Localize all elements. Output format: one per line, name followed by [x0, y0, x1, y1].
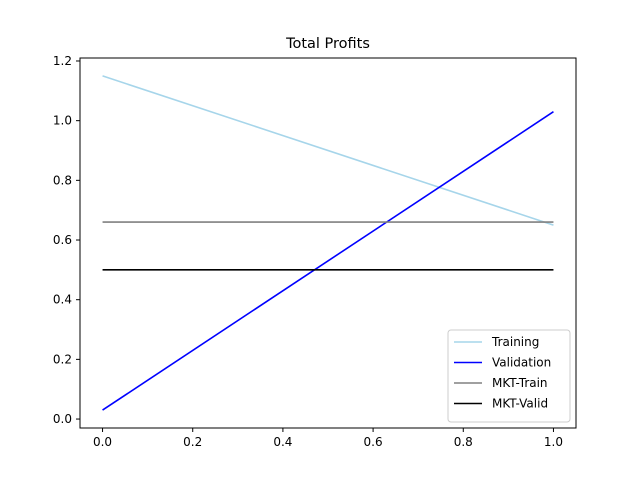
series-line-validation — [102, 111, 554, 411]
y-tick-label: 0.8 — [53, 173, 72, 187]
x-tick-label: 0.2 — [183, 435, 202, 449]
y-axis: 0.0 0.2 0.4 0.6 0.8 1.0 1.2 — [53, 54, 80, 426]
y-tick-label: 0.0 — [53, 412, 72, 426]
legend-label-mkt-valid: MKT-Valid — [492, 397, 548, 411]
series-layer — [102, 75, 554, 411]
x-tick-label: 0.0 — [93, 435, 112, 449]
legend-box — [447, 329, 571, 423]
x-tick-label: 0.6 — [364, 435, 383, 449]
axes-frame — [79, 57, 577, 429]
legend: Training Validation MKT-Train MKT-Valid — [447, 329, 571, 423]
y-tick-label: 1.0 — [53, 114, 72, 128]
y-tick-label: 1.2 — [53, 54, 72, 68]
x-axis: 0.0 0.2 0.4 0.6 0.8 1.0 — [93, 428, 563, 449]
y-tick-label: 0.4 — [53, 293, 72, 307]
y-tick-label: 0.6 — [53, 233, 72, 247]
plot-area — [79, 57, 577, 429]
x-tick-label: 0.4 — [273, 435, 292, 449]
x-tick-label: 1.0 — [544, 435, 563, 449]
legend-label-mkt-train: MKT-Train — [492, 376, 548, 390]
x-tick-label: 0.8 — [454, 435, 473, 449]
series-line-training — [102, 75, 554, 226]
chart-title: Total Profits — [285, 36, 370, 52]
legend-label-validation: Validation — [492, 356, 551, 370]
legend-label-training: Training — [491, 335, 539, 349]
y-tick-label: 0.2 — [53, 352, 72, 366]
